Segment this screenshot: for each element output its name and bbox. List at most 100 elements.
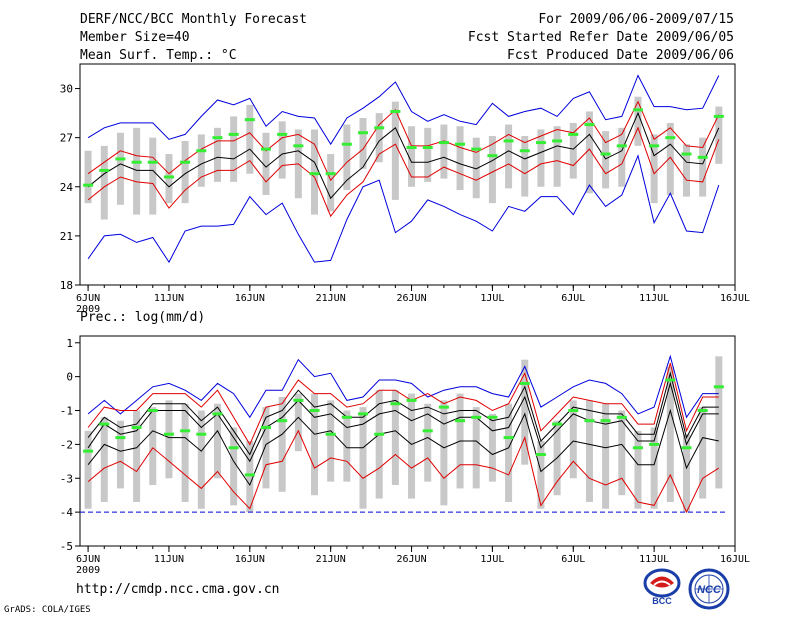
prec-mean-marker (632, 446, 643, 450)
temp-mean-marker (519, 149, 530, 153)
prec-mean-marker (180, 429, 191, 433)
temp-y-tick-label: 30 (60, 83, 73, 96)
temp-spread-box (715, 106, 723, 164)
bcc-logo: BCC (643, 568, 681, 606)
prec-spread-box (602, 403, 610, 509)
prec-mean-marker (293, 398, 304, 402)
temp-spread-box (116, 132, 124, 205)
temp-x-tick-label: 11JUL (639, 293, 669, 304)
prec-mean-marker (309, 409, 320, 413)
prec-mean-marker (438, 405, 449, 409)
prec-spread-box (634, 430, 642, 509)
temp-spread-box (343, 124, 351, 191)
prec-mean-marker (455, 419, 466, 423)
temp-spread-box (666, 122, 674, 195)
prec-spread-box (230, 427, 238, 506)
prec-x-tick-label: 6JUN (76, 554, 100, 565)
temp-spread-box (149, 137, 157, 215)
prec-y-tick-label: -2 (60, 438, 73, 451)
temp-y-tick-label: 24 (60, 181, 74, 194)
prec-mean-marker (535, 453, 546, 457)
prec-spread-box (262, 407, 270, 489)
temp-mean-marker (358, 131, 369, 135)
prec-mean-marker (406, 398, 417, 402)
prec-mean-marker (163, 432, 174, 436)
temp-x-tick-label: 6JUL (561, 293, 585, 304)
temp-spread-box (618, 127, 626, 187)
temp-spread-box (391, 101, 399, 200)
temp-spread-box (408, 126, 416, 187)
prec-mean-marker (697, 409, 708, 413)
prec-mean-marker (390, 402, 401, 406)
bcc-logo-text: BCC (652, 596, 672, 606)
prec-spread-box (715, 356, 723, 489)
prec-mean-marker (681, 446, 692, 450)
prec-mean-marker (99, 422, 110, 426)
temp-spread-box (100, 145, 108, 220)
prec-mean-marker (584, 419, 595, 423)
prec-mean-marker (277, 419, 288, 423)
prec-spread-box (408, 393, 416, 499)
website-url[interactable]: http://cmdp.ncc.cma.gov.cn (76, 582, 280, 597)
temp-x-tick-label: 16JUL (720, 293, 750, 304)
prec-mean-marker (503, 436, 514, 440)
temp-mean-marker (309, 172, 320, 176)
prec-mean-marker (487, 415, 498, 419)
prec-mean-marker (212, 412, 223, 416)
prec-y-tick-label: -4 (60, 506, 74, 519)
temp-spread-box (472, 137, 480, 199)
temp-spread-box (682, 144, 690, 197)
prec-spread-box (375, 390, 383, 499)
temp-spread-box (246, 104, 254, 174)
prec-year-label: 2009 (76, 565, 100, 576)
prec-mean-marker (260, 425, 271, 429)
temp-y-tick-label: 21 (60, 230, 73, 243)
temp-upper-quartile-line (87, 100, 720, 182)
temp-mean-marker (600, 152, 611, 156)
prec-x-tick-label: 16JUN (235, 554, 265, 565)
temp-mean-marker (390, 109, 401, 113)
temp-spread-box (456, 126, 464, 191)
prec-spread-box (133, 410, 141, 502)
ncc-logo-text: NCC (697, 584, 722, 596)
chart-title: DERF/NCC/BCC Monthly Forecast (80, 12, 307, 27)
prec-y-tick-label: 1 (66, 337, 73, 350)
member-size-label: Member Size=40 (80, 30, 190, 45)
temp-mean-marker (568, 132, 579, 136)
prec-x-tick-label: 1JUL (480, 554, 504, 565)
temp-mean-marker (212, 136, 223, 140)
temp-mean-marker (196, 149, 207, 153)
temp-lower-quartile-line (87, 126, 720, 218)
temp-mean-marker (697, 155, 708, 159)
temp-spread-box (699, 137, 707, 197)
prec-spread-box (505, 403, 513, 502)
prec-spread-box (440, 400, 448, 506)
temp-mean-marker (115, 157, 126, 161)
temp-spread-box (440, 124, 448, 179)
temp-spread-box (488, 136, 496, 204)
temp-spread-box (327, 154, 335, 212)
temp-spread-box (262, 132, 270, 195)
prec-mean-marker (422, 429, 433, 433)
prec-mean-marker (713, 385, 724, 389)
prec-y-tick-label: -3 (60, 472, 73, 485)
temp-plot-frame (79, 63, 736, 286)
temp-x-tick-label: 6JUN (76, 293, 100, 304)
prec-mean-marker (471, 415, 482, 419)
prec-spread-box (585, 400, 593, 502)
temp-mean-marker (244, 118, 255, 122)
temp-spread-box (553, 126, 561, 187)
temp-spread-box (585, 111, 593, 194)
prec-x-tick-label: 11JUN (154, 554, 184, 565)
temp-y-tick-label: 27 (60, 132, 73, 145)
prec-x-tick-label: 16JUL (720, 554, 750, 565)
prec-upper-line-line (87, 362, 719, 446)
prec-mean-marker (600, 419, 611, 423)
temp-spread-box (278, 121, 286, 179)
prec-mean-marker (568, 409, 579, 413)
temp-x-tick-label: 16JUN (235, 293, 265, 304)
prec-upper-quartile-line (87, 371, 719, 456)
prec-mean-marker (519, 381, 530, 385)
temp-median-line (87, 111, 720, 200)
temp-mean-marker (552, 139, 563, 143)
